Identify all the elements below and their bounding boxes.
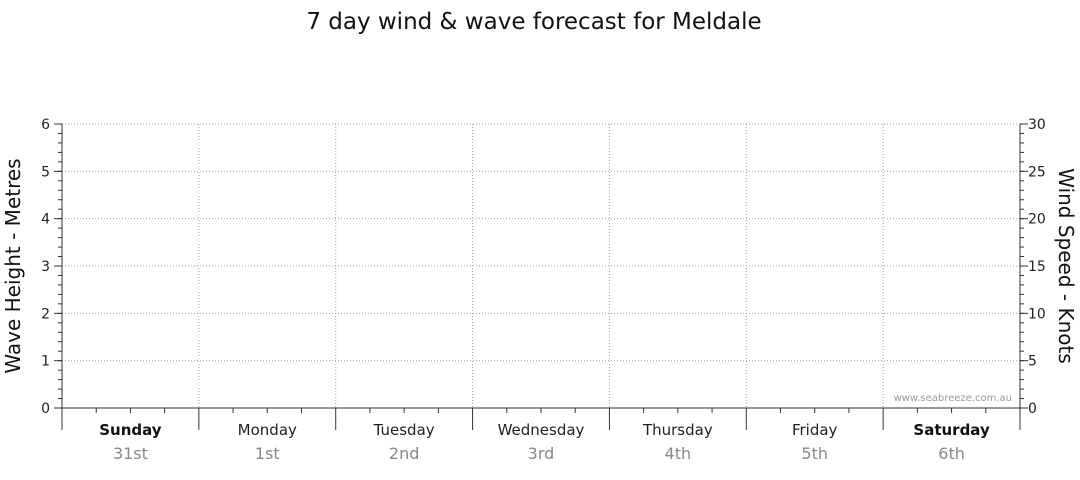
day-date-label: 1st [255, 444, 280, 463]
right-tick-label: 25 [1028, 164, 1046, 180]
left-tick-label: 5 [41, 164, 50, 180]
day-date-label: 4th [665, 444, 692, 463]
right-tick-label: 5 [1028, 354, 1037, 370]
day-date-label: 6th [938, 444, 965, 463]
day-name-label: Saturday [913, 421, 990, 439]
left-tick-label: 4 [41, 212, 50, 228]
day-name-label: Friday [792, 421, 838, 439]
day-name-label: Thursday [642, 421, 713, 439]
right-tick-label: 10 [1028, 306, 1046, 322]
day-date-label: 5th [801, 444, 828, 463]
day-date-label: 3rd [528, 444, 555, 463]
axis-layer [54, 123, 1028, 430]
right-axis-title: Wind Speed - Knots [1054, 168, 1078, 364]
day-name-label: Sunday [99, 421, 162, 439]
left-tick-label: 2 [41, 306, 50, 322]
right-tick-label: 0 [1028, 401, 1037, 417]
chart-title: 7 day wind & wave forecast for Meldale [306, 9, 761, 35]
right-tick-labels: 0 5 10 15 20 25 30 [1028, 117, 1046, 417]
day-date-label: 2nd [389, 444, 419, 463]
day-date-label: 31st [113, 444, 148, 463]
right-tick-label: 20 [1028, 212, 1046, 228]
watermark-text: www.seabreeze.com.au [894, 393, 1012, 404]
left-tick-labels: 0 1 2 3 4 5 6 [41, 117, 50, 417]
left-tick-label: 1 [41, 354, 50, 370]
right-tick-label: 15 [1028, 259, 1046, 275]
day-name-label: Wednesday [498, 421, 585, 439]
left-axis-title: Wave Height - Metres [1, 158, 25, 373]
day-labels: Sunday 31st Monday 1st Tuesday 2nd Wednesday 3r… [99, 421, 990, 463]
left-tick-label: 3 [41, 259, 50, 275]
left-tick-label: 0 [41, 401, 50, 417]
left-tick-label: 6 [41, 117, 50, 133]
day-name-label: Tuesday [373, 421, 435, 439]
day-name-label: Monday [238, 421, 297, 439]
grid-layer [62, 123, 1020, 408]
right-tick-label: 30 [1028, 117, 1046, 133]
